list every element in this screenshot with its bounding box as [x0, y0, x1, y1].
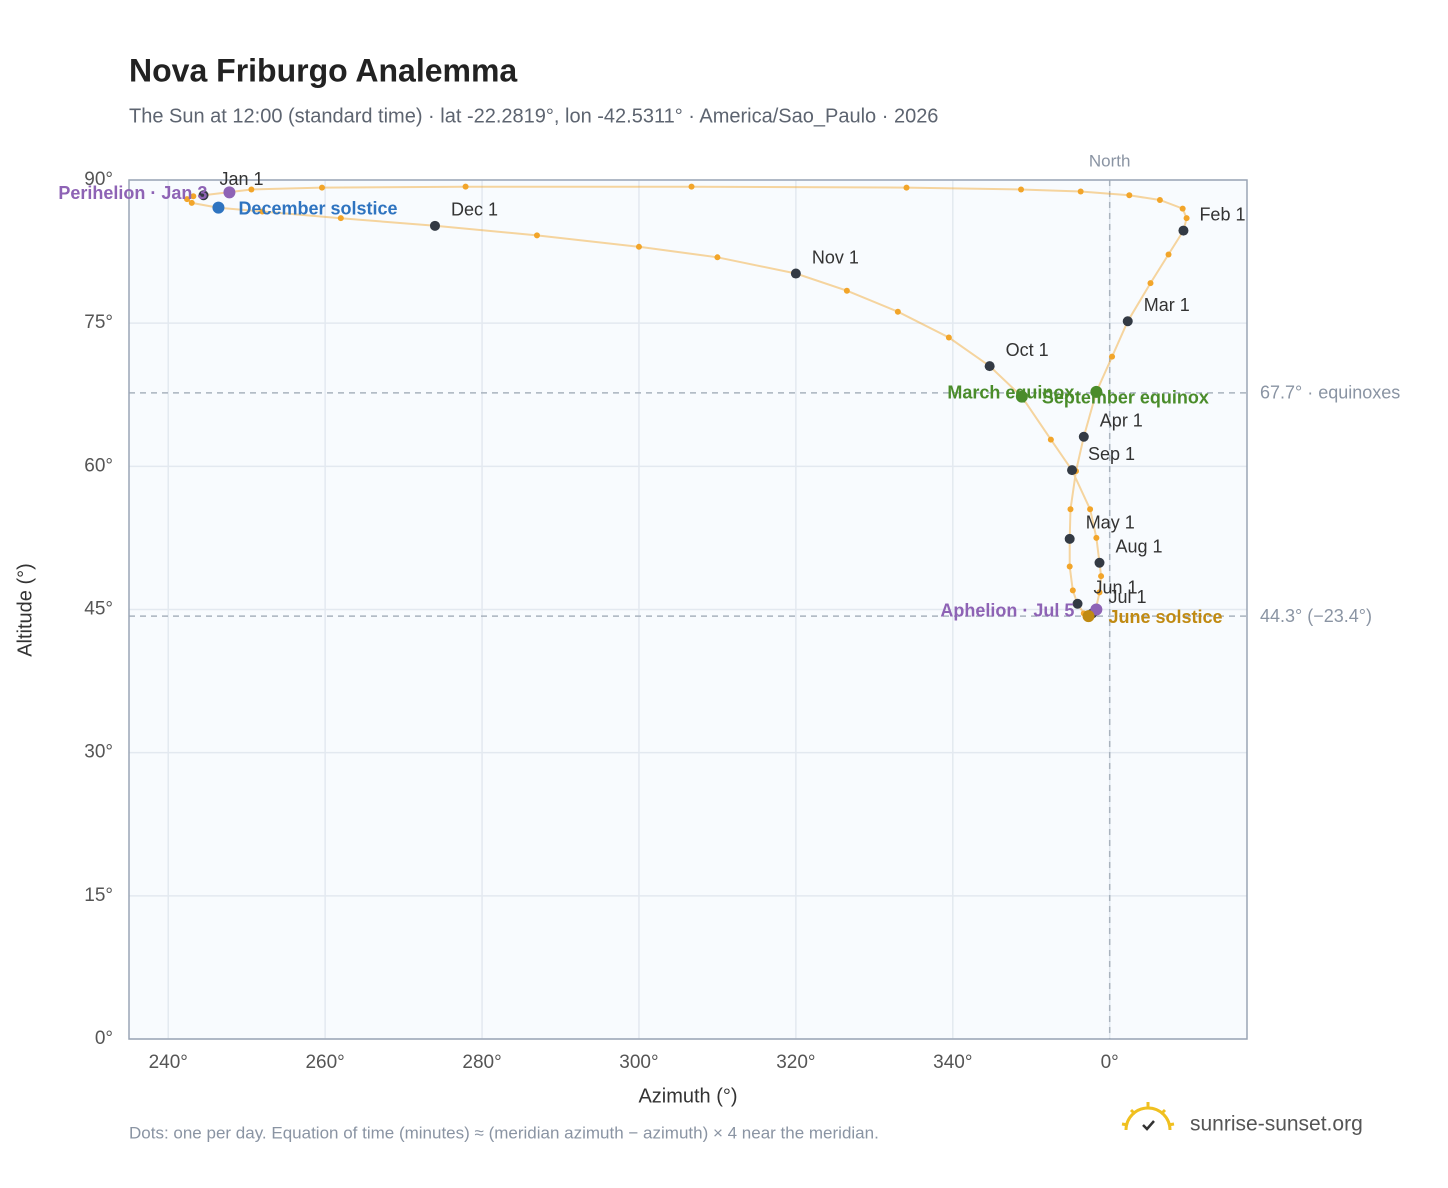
reference-lines [129, 180, 1247, 1039]
north-label: North [1089, 151, 1131, 170]
x-tick-label: 300° [619, 1052, 658, 1073]
event-marker [1090, 385, 1103, 398]
daily-dot [1098, 573, 1105, 580]
daily-dot [635, 243, 642, 250]
daily-dot [894, 308, 901, 315]
daily-dot [1109, 353, 1116, 360]
event-label: Perihelion · Jan 3 [58, 183, 207, 203]
daily-dot [337, 215, 344, 222]
marks [184, 183, 1190, 623]
month-label: Sep 1 [1088, 444, 1135, 464]
month-label: Aug 1 [1116, 536, 1163, 556]
daily-dot [1126, 192, 1133, 199]
daily-dot [1147, 280, 1154, 287]
daily-dot [462, 183, 469, 190]
month-marker [1078, 431, 1089, 442]
event-marker [212, 201, 225, 214]
daily-dot [259, 208, 266, 215]
month-label: Nov 1 [812, 247, 859, 267]
daily-dot [688, 183, 695, 190]
event-label: June solstice [1109, 607, 1223, 627]
y-tick-label: 30° [84, 742, 113, 763]
x-tick-label: 340° [933, 1052, 972, 1073]
daily-dot [190, 193, 197, 200]
daily-dot [184, 196, 191, 203]
month-marker [790, 268, 801, 279]
y-tick-label: 75° [84, 312, 113, 333]
month-marker [1064, 533, 1075, 544]
daily-dot [843, 287, 850, 294]
month-label: Jan 1 [220, 169, 264, 189]
x-axis-title: Azimuth (°) [638, 1085, 737, 1107]
event-marker [1082, 610, 1095, 623]
month-label: Jun 1 [1094, 578, 1138, 598]
brand-logo [1121, 1102, 1175, 1131]
daily-dot [1093, 534, 1100, 541]
daily-dot [1018, 186, 1025, 193]
daily-dot [1183, 215, 1190, 222]
daily-dot [1047, 436, 1054, 443]
month-marker [1122, 316, 1133, 327]
month-label: Oct 1 [1006, 340, 1049, 360]
month-label: Dec 1 [451, 200, 498, 220]
daily-dot [1156, 197, 1163, 204]
month-marker [429, 220, 440, 231]
daily-dot [248, 186, 255, 193]
brand-name: sunrise-sunset.org [1190, 1113, 1363, 1136]
x-tick-label: 240° [149, 1052, 188, 1073]
daily-dot [1179, 205, 1186, 212]
event-label: Aphelion · Jul 5 [940, 600, 1074, 620]
month-label: May 1 [1086, 513, 1135, 533]
plot-frame [128, 179, 1248, 1040]
x-tick-label: 260° [305, 1052, 344, 1073]
month-marker [198, 190, 209, 201]
daily-dot [1067, 506, 1074, 513]
event-marker [223, 186, 236, 199]
footnote: Dots: one per day. Equation of time (min… [129, 1123, 879, 1142]
y-tick-label: 90° [84, 169, 113, 190]
daily-dot [1077, 188, 1084, 195]
y-tick-label: 45° [84, 599, 113, 620]
daily-dot [533, 232, 540, 239]
daily-dot [1165, 251, 1172, 258]
daily-dot [1096, 589, 1103, 596]
chart-title: Nova Friburgo Analemma [129, 52, 517, 88]
month-marker [1067, 465, 1078, 476]
month-marker [984, 361, 995, 372]
daily-dot [945, 334, 952, 341]
month-marker [1072, 598, 1083, 609]
month-label: Apr 1 [1100, 410, 1143, 430]
event-label: December solstice [238, 198, 397, 218]
month-marker [1178, 225, 1189, 236]
x-tick-label: 320° [776, 1052, 815, 1073]
month-label: Feb 1 [1199, 204, 1245, 224]
daily-dot [1087, 506, 1094, 513]
x-tick-label: 280° [462, 1052, 501, 1073]
daily-dot [903, 184, 910, 191]
y-tick-label: 0° [95, 1028, 113, 1049]
daily-dot [319, 184, 326, 191]
reference-label: 67.7° · equinoxes [1260, 383, 1400, 403]
month-marker [1094, 557, 1105, 568]
event-label: September equinox [1042, 387, 1209, 407]
month-label: Mar 1 [1144, 295, 1190, 315]
month-label: Jul 1 [1108, 587, 1146, 607]
daily-dot [1069, 587, 1076, 594]
y-tick-label: 15° [84, 885, 113, 906]
reference-label: 44.3° (−23.4°) [1260, 606, 1372, 626]
chart-subtitle: The Sun at 12:00 (standard time) · lat -… [129, 105, 938, 127]
daily-dot [714, 254, 721, 261]
y-axis-title: Altitude (°) [14, 563, 36, 657]
y-tick-label: 60° [84, 455, 113, 476]
event-label: March equinox [947, 383, 1074, 403]
daily-dot [188, 199, 195, 206]
x-tick-label: 0° [1101, 1052, 1119, 1073]
event-marker [1015, 390, 1028, 403]
daily-dot [1066, 563, 1073, 570]
event-marker [1090, 603, 1103, 616]
